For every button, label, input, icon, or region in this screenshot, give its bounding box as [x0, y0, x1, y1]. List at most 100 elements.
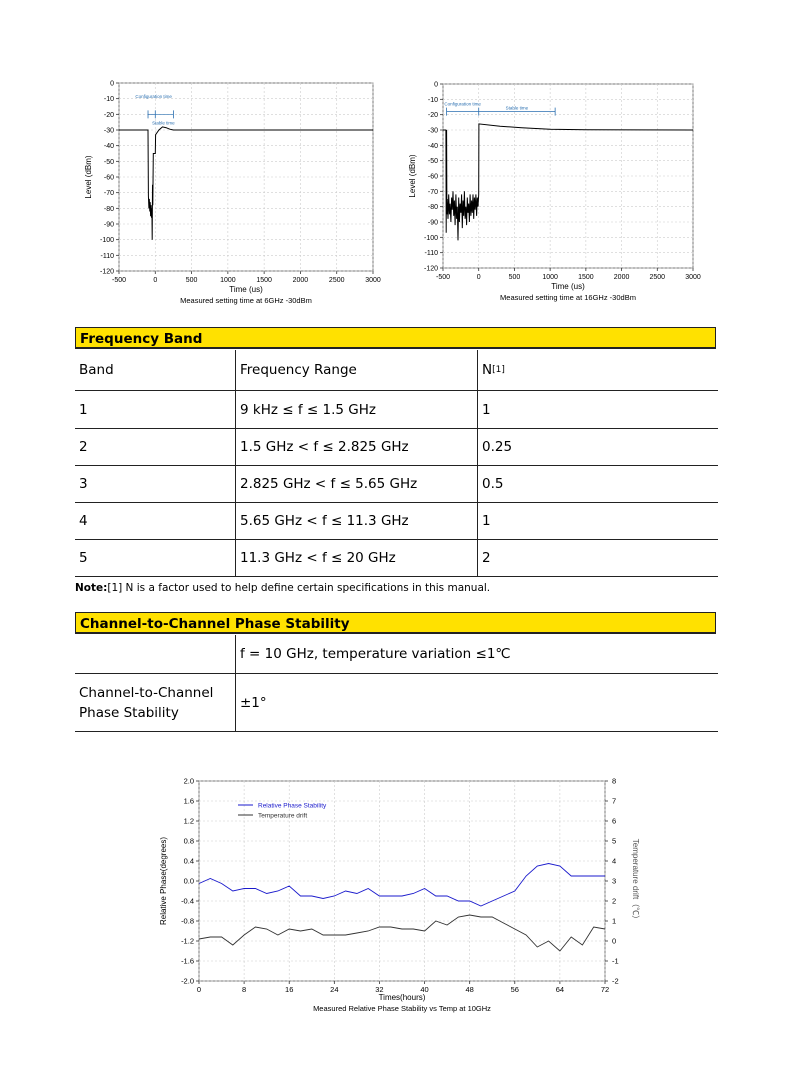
stable-time-label: Stable time: [152, 120, 175, 125]
x-tick-label: 8: [242, 985, 246, 994]
x-tick-label: 40: [420, 985, 428, 994]
y2-axis-label: Temperature drift（℃）: [631, 839, 640, 923]
y2-tick-label: 3: [612, 877, 616, 886]
stable-time-label: Stable time: [506, 106, 529, 111]
y-tick-label: -0.4: [181, 897, 194, 906]
frequency-band-heading: Frequency Band: [75, 327, 716, 349]
header-band: Band: [79, 362, 114, 378]
x-tick-label: 56: [511, 985, 519, 994]
x-tick-label: 72: [601, 985, 609, 994]
n-cell: 1: [477, 503, 718, 539]
y-tick-label: 0.4: [184, 857, 194, 866]
x-tick-label: -500: [436, 274, 450, 281]
x-tick-label: 64: [556, 985, 564, 994]
y-tick-label: -10: [104, 96, 114, 103]
y2-tick-label: -1: [612, 957, 619, 966]
y-tick-label: 1.2: [184, 817, 194, 826]
empty-cell: [75, 635, 235, 673]
y-tick-label: -1.6: [181, 957, 194, 966]
chart-caption: Measured Relative Phase Stability vs Tem…: [313, 1004, 491, 1013]
header-frequency-range: Frequency Range: [235, 350, 477, 390]
y-tick-label: 2.0: [184, 777, 194, 786]
condition-cell: f = 10 GHz, temperature variation ≤1℃: [235, 635, 718, 673]
x-tick-label: 500: [186, 277, 198, 284]
y-tick-label: -120: [100, 269, 114, 276]
x-tick-label: 2500: [329, 277, 345, 284]
series-line-0: [443, 123, 694, 241]
x-tick-label: 1000: [542, 274, 558, 281]
label-line-1: Channel-to-Channel: [79, 684, 214, 701]
value-cell: ±1°: [235, 674, 718, 731]
y-tick-label: -1.2: [181, 937, 194, 946]
y2-tick-label: 2: [612, 897, 616, 906]
x-axis-label: Times(hours): [379, 993, 426, 1002]
x-tick-label: 16: [285, 985, 293, 994]
y-tick-label: -70: [428, 189, 438, 196]
x-tick-label: 1500: [256, 277, 272, 284]
table-header-row: Band Frequency Range N [1]: [75, 350, 718, 391]
y-tick-label: 0: [434, 82, 438, 89]
range-cell: 5.65 GHz < f ≤ 11.3 GHz: [235, 503, 477, 539]
y-tick-label: -30: [104, 128, 114, 135]
x-tick-label: 2500: [649, 274, 665, 281]
x-tick-label: 2000: [293, 277, 309, 284]
x-axis-label: Time (us): [229, 285, 263, 294]
x-tick-label: 1000: [220, 277, 236, 284]
y-tick-label: 0.0: [184, 877, 194, 886]
n-cell: 0.25: [477, 429, 718, 465]
y-tick-label: -70: [104, 190, 114, 197]
table-row: 3 2.825 GHz < f ≤ 5.65 GHz 0.5: [75, 466, 718, 503]
band-cell: 1: [79, 401, 88, 418]
y-tick-label: -90: [104, 222, 114, 229]
y2-tick-label: 6: [612, 817, 616, 826]
y-tick-label: -30: [428, 128, 438, 135]
y-tick-label: 1.6: [184, 797, 194, 806]
y-tick-label: -20: [104, 112, 114, 119]
y-tick-label: -110: [425, 250, 439, 257]
band-cell: 4: [79, 513, 88, 529]
footnote-ref: [1]: [492, 365, 505, 375]
legend-label: Temperature drift: [258, 813, 307, 820]
y-tick-label: -10: [428, 97, 438, 104]
band-cell: 5: [79, 550, 88, 566]
x-tick-label: 3000: [365, 277, 381, 284]
y2-tick-label: 0: [612, 937, 616, 946]
y2-tick-label: 8: [612, 777, 616, 786]
range-cell: 11.3 GHz < f ≤ 20 GHz: [235, 540, 477, 576]
n-cell: 2: [477, 540, 718, 576]
y2-tick-label: 7: [612, 797, 616, 806]
table-row: 5 11.3 GHz < f ≤ 20 GHz 2: [75, 540, 718, 577]
y-tick-label: -40: [104, 143, 114, 150]
y-tick-label: -50: [104, 159, 114, 166]
y-tick-label: 0: [110, 81, 114, 88]
y-tick-label: -100: [424, 235, 438, 242]
legend-label: Relative Phase Stability: [258, 803, 327, 810]
y-tick-label: -100: [100, 237, 114, 244]
configuration-time-label: Configuration time: [444, 102, 481, 107]
band-cell: 2: [79, 439, 88, 455]
phase-stability-heading: Channel-to-Channel Phase Stability: [75, 612, 716, 634]
y2-tick-label: 5: [612, 837, 616, 846]
y-tick-label: -50: [428, 158, 438, 165]
series-line-1: [198, 914, 606, 952]
y-tick-label: -120: [424, 266, 438, 273]
configuration-time-label: Configuration time: [135, 94, 172, 99]
table-row: 2 1.5 GHz < f ≤ 2.825 GHz 0.25: [75, 429, 718, 466]
y-axis-label: Level (dBm): [84, 155, 93, 198]
y-tick-label: -40: [428, 143, 438, 150]
label-line-2: Phase Stability: [79, 704, 179, 721]
y2-tick-label: -2: [612, 977, 619, 986]
y-tick-label: -60: [104, 175, 114, 182]
label-cell: Channel-to-Channel Phase Stability: [75, 674, 235, 731]
x-tick-label: 1500: [578, 274, 594, 281]
table-note: Note:[1] N is a factor used to help defi…: [75, 582, 490, 594]
x-axis-label: Time (us): [551, 282, 585, 291]
note-label: Note:: [75, 582, 108, 594]
y-axis-label: Relative Phase(degrees): [159, 837, 168, 925]
n-cell: 0.5: [477, 466, 718, 502]
x-tick-label: 0: [197, 985, 201, 994]
x-tick-label: 2000: [614, 274, 630, 281]
chart-caption: Measured setting time at 16GHz -30dBm: [500, 293, 636, 302]
plot-area: [198, 780, 606, 982]
y-tick-label: -80: [104, 206, 114, 213]
